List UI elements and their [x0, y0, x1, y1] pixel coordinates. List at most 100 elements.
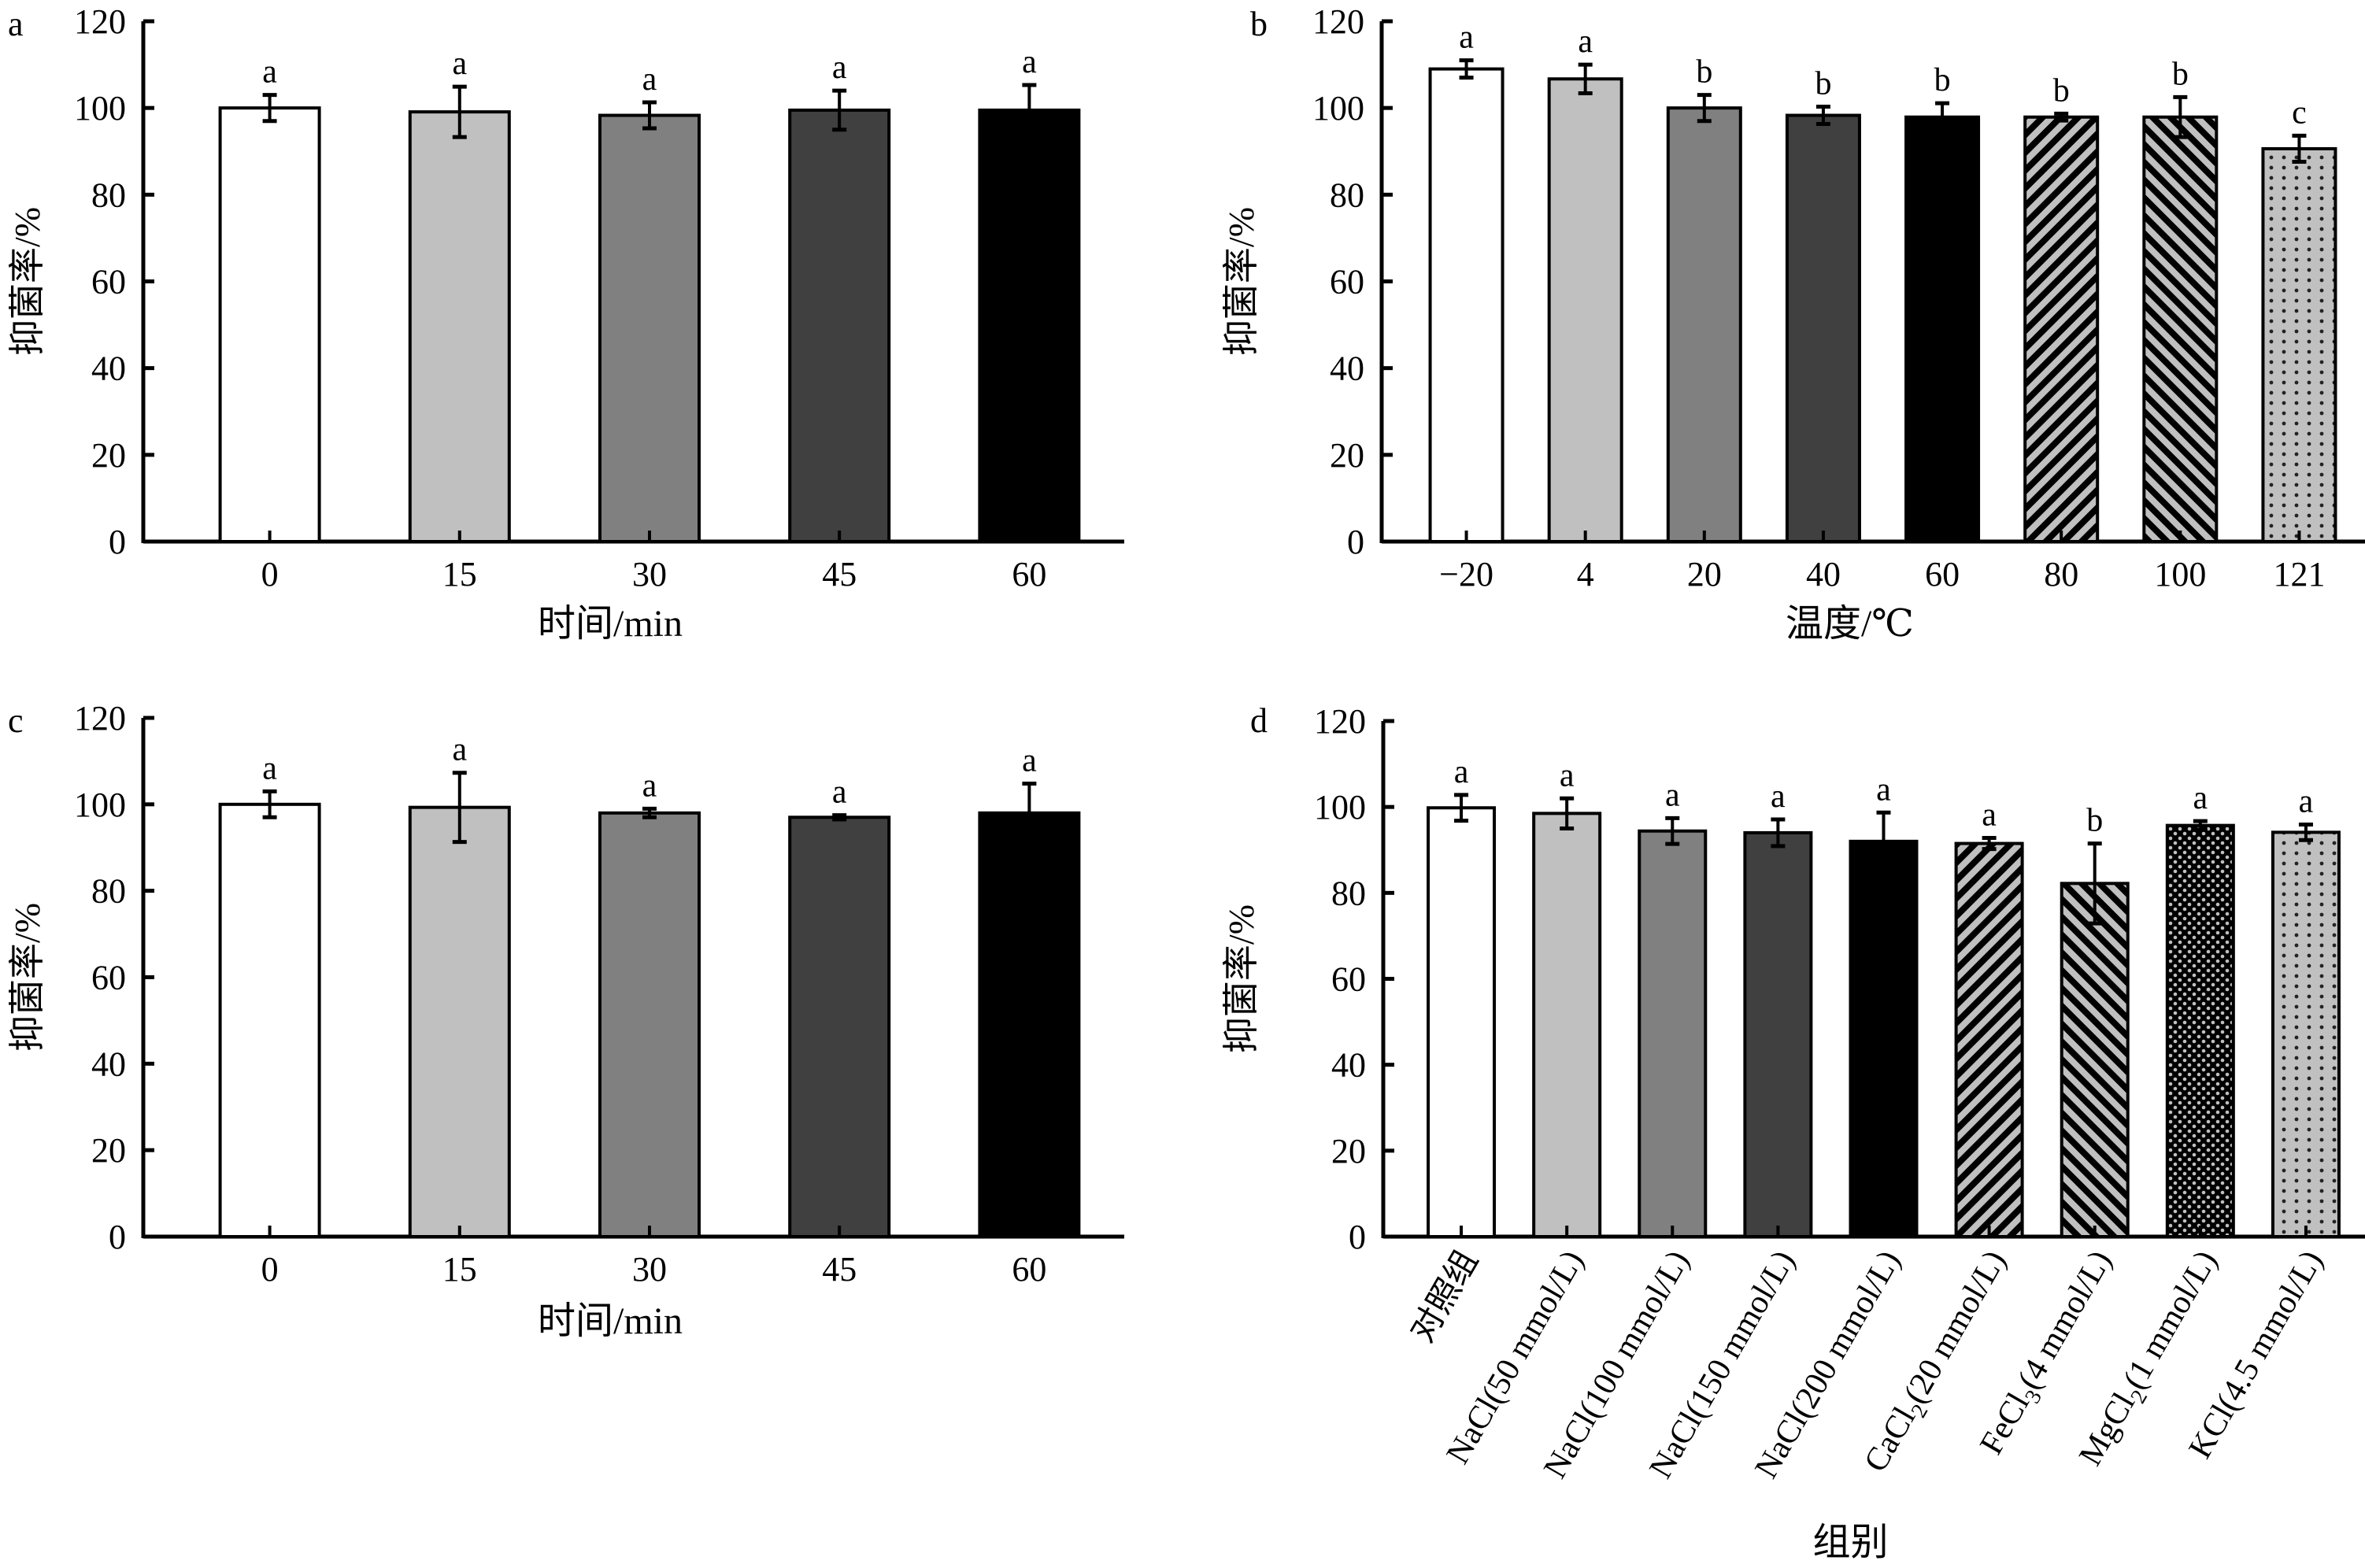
bar	[408, 805, 511, 1238]
panel-c: c 抑菌率/% 0 20 40 60 80 100 120 a 0 a 15 a 30 a 45 a 60 时间/mi…	[7, 699, 1124, 1342]
y-tick-label: 0	[109, 523, 126, 561]
x-tick-label: 15	[442, 1250, 477, 1289]
bar	[1954, 841, 2024, 1238]
bar	[598, 811, 701, 1238]
y-tick-label: 20	[91, 436, 126, 475]
x-tick-label: 30	[632, 555, 667, 594]
x-tick-label: 40	[1806, 555, 1841, 594]
x-tick-label-rest: (4 mmol/L)	[2011, 1244, 2119, 1396]
y-tick-label: 40	[1330, 349, 1364, 388]
significance-label: a	[642, 61, 657, 98]
significance-label: a	[1982, 797, 1997, 833]
significance-label: a	[452, 732, 467, 768]
significance-label: b	[2086, 803, 2103, 839]
y-tick-label: 0	[1347, 523, 1364, 561]
y-tick-label: 100	[74, 786, 126, 824]
y-tick-label: 120	[1312, 2, 1364, 41]
significance-label: a	[832, 50, 847, 86]
significance-label: a	[1560, 757, 1575, 793]
x-tick-label-rest: (1 mmol/L)	[2116, 1244, 2224, 1396]
y-tick-label: 60	[91, 263, 126, 301]
x-tick-label-main: 对照组	[1405, 1244, 1486, 1348]
bar	[2165, 823, 2235, 1238]
y-tick-label: 40	[91, 349, 126, 388]
significance-label: a	[2299, 784, 2314, 820]
y-tick-label: 20	[1330, 436, 1364, 475]
y-tick-label: 80	[1330, 176, 1364, 214]
x-tick-label: 100	[2154, 555, 2206, 594]
bar	[2271, 830, 2341, 1238]
y-tick-label: 100	[74, 89, 126, 128]
significance-label: a	[1022, 742, 1037, 778]
significance-label: a	[1876, 771, 1891, 808]
y-tick-label: 40	[91, 1045, 126, 1083]
y-tick-label: 120	[74, 699, 126, 738]
bar	[788, 815, 891, 1238]
bar	[1428, 67, 1504, 543]
y-tick-label: 40	[1331, 1046, 1366, 1085]
bar	[598, 113, 701, 544]
x-tick-label: 80	[2044, 555, 2078, 594]
y-tick-label: 80	[91, 176, 126, 214]
bar	[1785, 113, 1861, 544]
x-tick-label: 60	[1925, 555, 1960, 594]
y-tick-label: 60	[1331, 960, 1366, 999]
significance-label: b	[1815, 66, 1831, 102]
significance-label: b	[2053, 72, 2070, 109]
significance-label: a	[642, 767, 657, 804]
y-axis-label: 抑菌率/%	[7, 903, 47, 1052]
x-tick-label: 20	[1687, 555, 1722, 594]
significance-label: a	[1459, 20, 1474, 56]
significance-label: a	[2193, 780, 2208, 816]
x-tick-label: 45	[822, 1250, 857, 1289]
bar	[408, 110, 511, 544]
significance-label: c	[2292, 94, 2307, 131]
significance-label: a	[1578, 24, 1593, 60]
significance-label: a	[262, 54, 277, 91]
y-tick-label: 100	[1314, 788, 1366, 827]
bar	[2023, 115, 2100, 543]
y-tick-label: 100	[1312, 89, 1364, 128]
bar	[978, 811, 1081, 1238]
bar	[1904, 115, 1981, 543]
x-tick-label: 0	[261, 1250, 279, 1289]
significance-label: b	[2172, 56, 2189, 92]
significance-label: a	[452, 46, 467, 82]
bar	[2142, 115, 2219, 543]
significance-label: a	[832, 775, 847, 811]
significance-label: a	[1665, 777, 1680, 813]
bar	[1427, 806, 1497, 1238]
bar	[1743, 830, 1813, 1238]
x-tick-label: 121	[2273, 555, 2325, 594]
x-tick-label: 0	[261, 555, 279, 594]
panel-label: a	[8, 5, 24, 43]
bar	[1638, 829, 1708, 1238]
bar	[1849, 839, 1919, 1239]
x-axis-label: 时间/min	[538, 603, 683, 645]
y-tick-label: 0	[1349, 1218, 1366, 1256]
significance-label: b	[1696, 54, 1712, 91]
y-tick-label: 120	[74, 2, 126, 41]
bar	[978, 108, 1081, 543]
y-tick-label: 120	[1314, 702, 1366, 741]
x-axis-label: 组别	[1812, 1522, 1888, 1563]
x-tick-label: 60	[1012, 1250, 1046, 1289]
x-tick-label: 45	[822, 555, 857, 594]
y-tick-label: 20	[1331, 1132, 1366, 1170]
panel-a: a 抑菌率/% 0 20 40 60 80 100 120 a 0 a 15 a 30 a 45 a 60 时间/mi…	[7, 2, 1124, 645]
bar	[1666, 106, 1742, 543]
bar	[2261, 146, 2337, 543]
x-tick-label: 15	[442, 555, 477, 594]
bar	[218, 802, 321, 1238]
panel-b: b 抑菌率/% 0 20 40 60 80 100 120 a −20 a 4 b 20 b 40 b 60 b 80 b…	[1221, 2, 2365, 645]
x-tick-label-rest: (20 mmol/L)	[1897, 1244, 2014, 1410]
x-axis-label: 温度/℃	[1786, 603, 1914, 645]
panel-label: d	[1250, 701, 1268, 740]
x-tick-label: 60	[1012, 555, 1046, 594]
x-axis-label: 时间/min	[538, 1300, 683, 1342]
y-tick-label: 20	[91, 1131, 126, 1170]
y-axis-label: 抑菌率/%	[1221, 207, 1261, 356]
significance-label: a	[1454, 754, 1469, 790]
